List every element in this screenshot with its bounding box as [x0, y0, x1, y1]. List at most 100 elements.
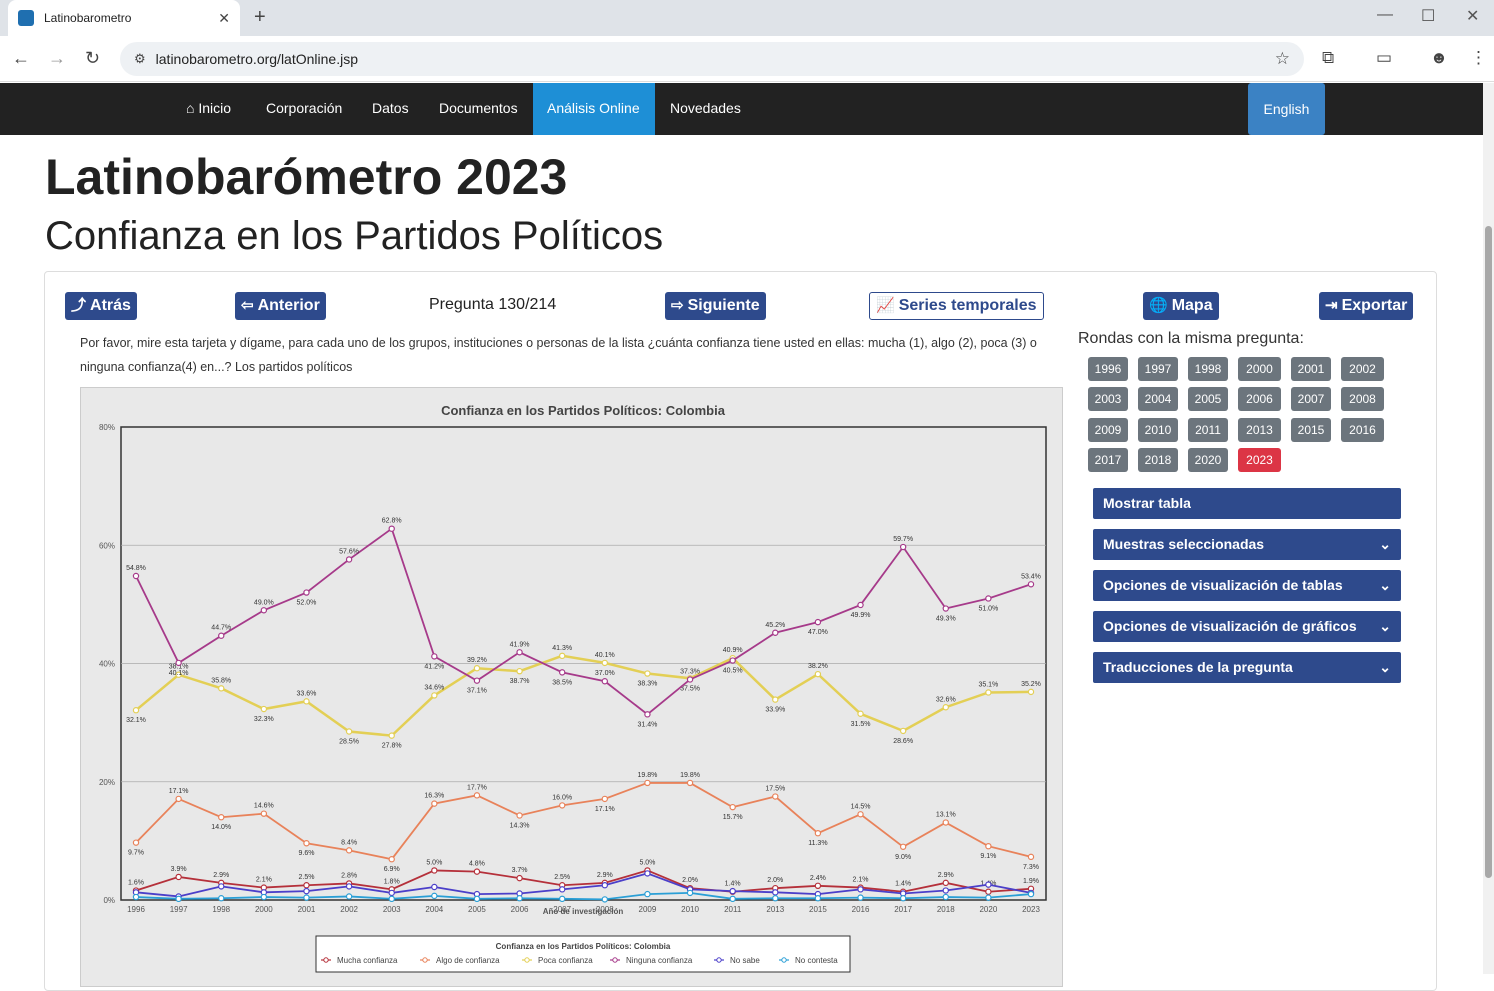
back-arrow-icon[interactable]: ← [12, 48, 30, 68]
data-label: 32.6% [936, 696, 956, 703]
arrow-right-icon: ⇨ [671, 297, 684, 314]
data-label: 11.3% [808, 840, 827, 847]
data-point [558, 652, 566, 660]
time-series-button[interactable]: 📈 Series temporales [869, 292, 1044, 320]
browser-tab[interactable]: Latinobarometro ✕ [8, 0, 240, 36]
data-label: 5.0% [426, 859, 442, 866]
bookmark-star-icon[interactable]: ☆ [1274, 49, 1290, 68]
accordion-traducciones-de-la-pregunta[interactable]: Traducciones de la pregunta ⌄ [1093, 652, 1401, 683]
map-button[interactable]: 🌐 Mapa [1143, 292, 1219, 320]
data-point [857, 894, 864, 901]
round-button-1996[interactable]: 1996 [1088, 357, 1128, 381]
data-point [1027, 581, 1035, 588]
data-point [345, 883, 353, 890]
round-button-2006[interactable]: 2006 [1238, 387, 1281, 411]
forward-arrow-icon[interactable]: → [48, 48, 66, 68]
round-button-2013[interactable]: 2013 [1238, 418, 1281, 442]
data-point [942, 887, 949, 894]
round-button-2017[interactable]: 2017 [1088, 448, 1128, 472]
round-button-2002[interactable]: 2002 [1341, 357, 1384, 381]
data-point [1027, 853, 1035, 861]
round-button-2023[interactable]: 2023 [1238, 448, 1281, 472]
round-button-1998[interactable]: 1998 [1188, 357, 1228, 381]
data-label: 38.3% [637, 681, 657, 688]
scrollbar-thumb[interactable] [1485, 226, 1492, 878]
series-line-ninguna-confianza [135, 527, 1032, 716]
rounds-title: Rondas con la misma pregunta: [1078, 330, 1304, 347]
url-field[interactable]: ⚙ latinobarometro.org/latOnline.jsp ☆ [120, 42, 1304, 76]
round-button-2020[interactable]: 2020 [1188, 448, 1228, 472]
round-button-2016[interactable]: 2016 [1341, 418, 1384, 442]
data-label: 16.3% [424, 793, 444, 800]
series-line-mucha-confianza [135, 869, 1032, 893]
minimize-icon[interactable]: — [1377, 6, 1393, 23]
nav-item-datos[interactable]: Datos [372, 100, 409, 116]
nav-item-novedades[interactable]: Novedades [670, 100, 741, 116]
new-tab-icon[interactable]: + [254, 6, 266, 28]
data-point [516, 874, 523, 882]
menu-kebab-icon[interactable]: ⋮ [1470, 48, 1487, 67]
nav-item-analisis-online[interactable]: Análisis Online [533, 83, 655, 135]
back-button[interactable]: ⤴ Atrás [65, 292, 137, 320]
data-label: 2.1% [256, 877, 272, 884]
data-point [431, 892, 438, 900]
nav-item-documentos[interactable]: Documentos [439, 100, 518, 116]
close-tab-icon[interactable]: ✕ [218, 9, 230, 26]
extensions-icon[interactable]: ⧉ [1322, 48, 1335, 67]
url-text: latinobarometro.org/latOnline.jsp [155, 51, 358, 67]
x-tick-label: 2010 [681, 905, 699, 914]
round-button-2007[interactable]: 2007 [1291, 387, 1331, 411]
cast-icon[interactable]: ▭ [1376, 48, 1393, 67]
accordion-opciones-de-visualizaci-n-de-tablas[interactable]: Opciones de visualización de tablas ⌄ [1093, 570, 1401, 601]
nav-item-corporacion[interactable]: Corporación [266, 100, 343, 116]
accordion-label: Opciones de visualización de gráficos [1103, 618, 1357, 634]
round-button-2009[interactable]: 2009 [1088, 418, 1128, 442]
accordion-mostrar-tabla[interactable]: Mostrar tabla [1093, 488, 1401, 519]
x-tick-label: 2023 [1022, 905, 1040, 914]
data-point [601, 795, 609, 803]
round-button-2001[interactable]: 2001 [1291, 357, 1331, 381]
profile-avatar-icon[interactable]: ☻ [1430, 48, 1448, 67]
nav-item-inicio[interactable]: ⌂ Inicio [186, 100, 232, 116]
accordion-muestras-seleccionadas[interactable]: Muestras seleccionadas ⌄ [1093, 529, 1401, 560]
data-point [814, 895, 822, 902]
round-button-1997[interactable]: 1997 [1138, 357, 1178, 381]
x-axis-label: Año de investigación [543, 907, 624, 916]
maximize-icon[interactable]: ☐ [1421, 8, 1436, 25]
round-button-2003[interactable]: 2003 [1088, 387, 1128, 411]
data-point [473, 665, 481, 672]
data-point [345, 556, 353, 563]
close-window-icon[interactable]: ✕ [1466, 8, 1480, 25]
data-label: 37.0% [595, 670, 615, 677]
round-button-2018[interactable]: 2018 [1138, 448, 1178, 472]
previous-button[interactable]: ⇦ Anterior [235, 292, 326, 320]
english-button[interactable]: English [1248, 83, 1325, 135]
data-point [942, 819, 949, 826]
accordion-opciones-de-visualizaci-n-de-gr-ficos[interactable]: Opciones de visualización de gráficos ⌄ [1093, 611, 1401, 642]
round-button-2011[interactable]: 2011 [1188, 418, 1228, 442]
round-button-2004[interactable]: 2004 [1138, 387, 1178, 411]
browser-tab-bar: Latinobarometro ✕ + — ☐ ✕ [0, 0, 1494, 36]
round-button-2010[interactable]: 2010 [1138, 418, 1178, 442]
data-point [260, 810, 268, 817]
data-label: 37.5% [680, 685, 700, 692]
data-point [345, 893, 353, 900]
next-button[interactable]: ⇨ Siguiente [665, 292, 766, 320]
round-button-2000[interactable]: 2000 [1238, 357, 1281, 381]
data-label: 1.9% [1023, 878, 1039, 885]
chevron-down-icon: ⌄ [1379, 536, 1391, 552]
data-point [985, 894, 992, 901]
data-label: 2.0% [682, 877, 698, 884]
legend-marker [323, 957, 329, 963]
site-info-icon[interactable]: ⚙ [134, 51, 146, 66]
page-scrollbar[interactable] [1483, 83, 1494, 974]
round-button-2015[interactable]: 2015 [1291, 418, 1331, 442]
data-label: 35.2% [1021, 681, 1041, 688]
x-tick-label: 1998 [212, 905, 230, 914]
export-button[interactable]: ⇥ Exportar [1319, 292, 1414, 320]
data-point [772, 895, 779, 902]
reload-icon[interactable]: ↻ [85, 48, 101, 68]
round-button-2005[interactable]: 2005 [1188, 387, 1228, 411]
round-button-2008[interactable]: 2008 [1341, 387, 1384, 411]
data-point [388, 895, 395, 903]
